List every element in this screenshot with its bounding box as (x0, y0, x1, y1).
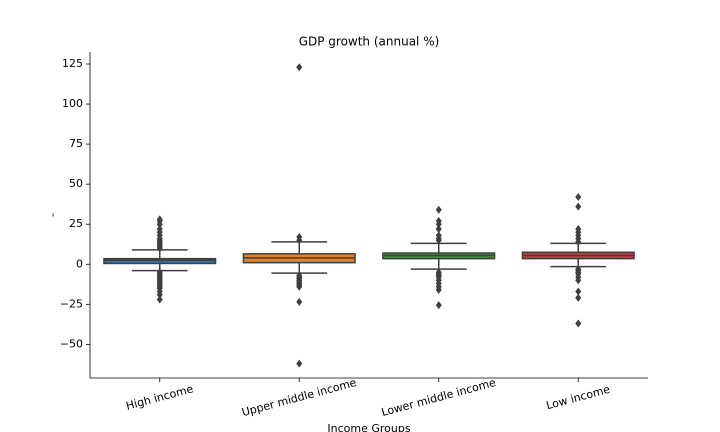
y-tick-label: 75 (69, 137, 83, 150)
outlier (435, 301, 442, 310)
outlier (156, 290, 163, 299)
box (103, 257, 217, 265)
y-tick-label: 100 (62, 97, 83, 110)
outlier (296, 236, 303, 245)
y-tick-label: −25 (60, 297, 83, 310)
outlier (435, 205, 442, 214)
y-tick-label: 0 (76, 257, 83, 270)
outlier (435, 236, 442, 245)
outlier (575, 287, 582, 296)
y-tick-label: −50 (60, 337, 83, 350)
outlier (296, 63, 303, 72)
outlier (435, 220, 442, 229)
y-axis-label: - (46, 213, 59, 217)
x-tick-label: Lower middle income (380, 376, 497, 419)
outlier (296, 297, 303, 306)
outlier (296, 282, 303, 291)
outlier (575, 293, 582, 302)
outlier (575, 237, 582, 246)
x-tick-label: Upper middle income (240, 376, 358, 419)
x-tick-label: Low income (545, 383, 612, 413)
outlier (435, 285, 442, 294)
outlier (156, 295, 163, 304)
outlier (156, 225, 163, 234)
y-tick-label: 25 (69, 217, 83, 230)
outlier (575, 202, 582, 211)
outlier (156, 215, 163, 224)
outlier (575, 319, 582, 328)
outlier (296, 359, 303, 368)
outlier (435, 225, 442, 234)
chart-title: GDP growth (annual %) (299, 35, 440, 49)
y-tick-label: 125 (62, 57, 83, 70)
outlier (575, 276, 582, 285)
x-axis-label: Income Groups (327, 422, 410, 432)
y-tick-label: 50 (69, 177, 83, 190)
outlier (575, 192, 582, 201)
x-tick-label: High income (125, 382, 195, 412)
